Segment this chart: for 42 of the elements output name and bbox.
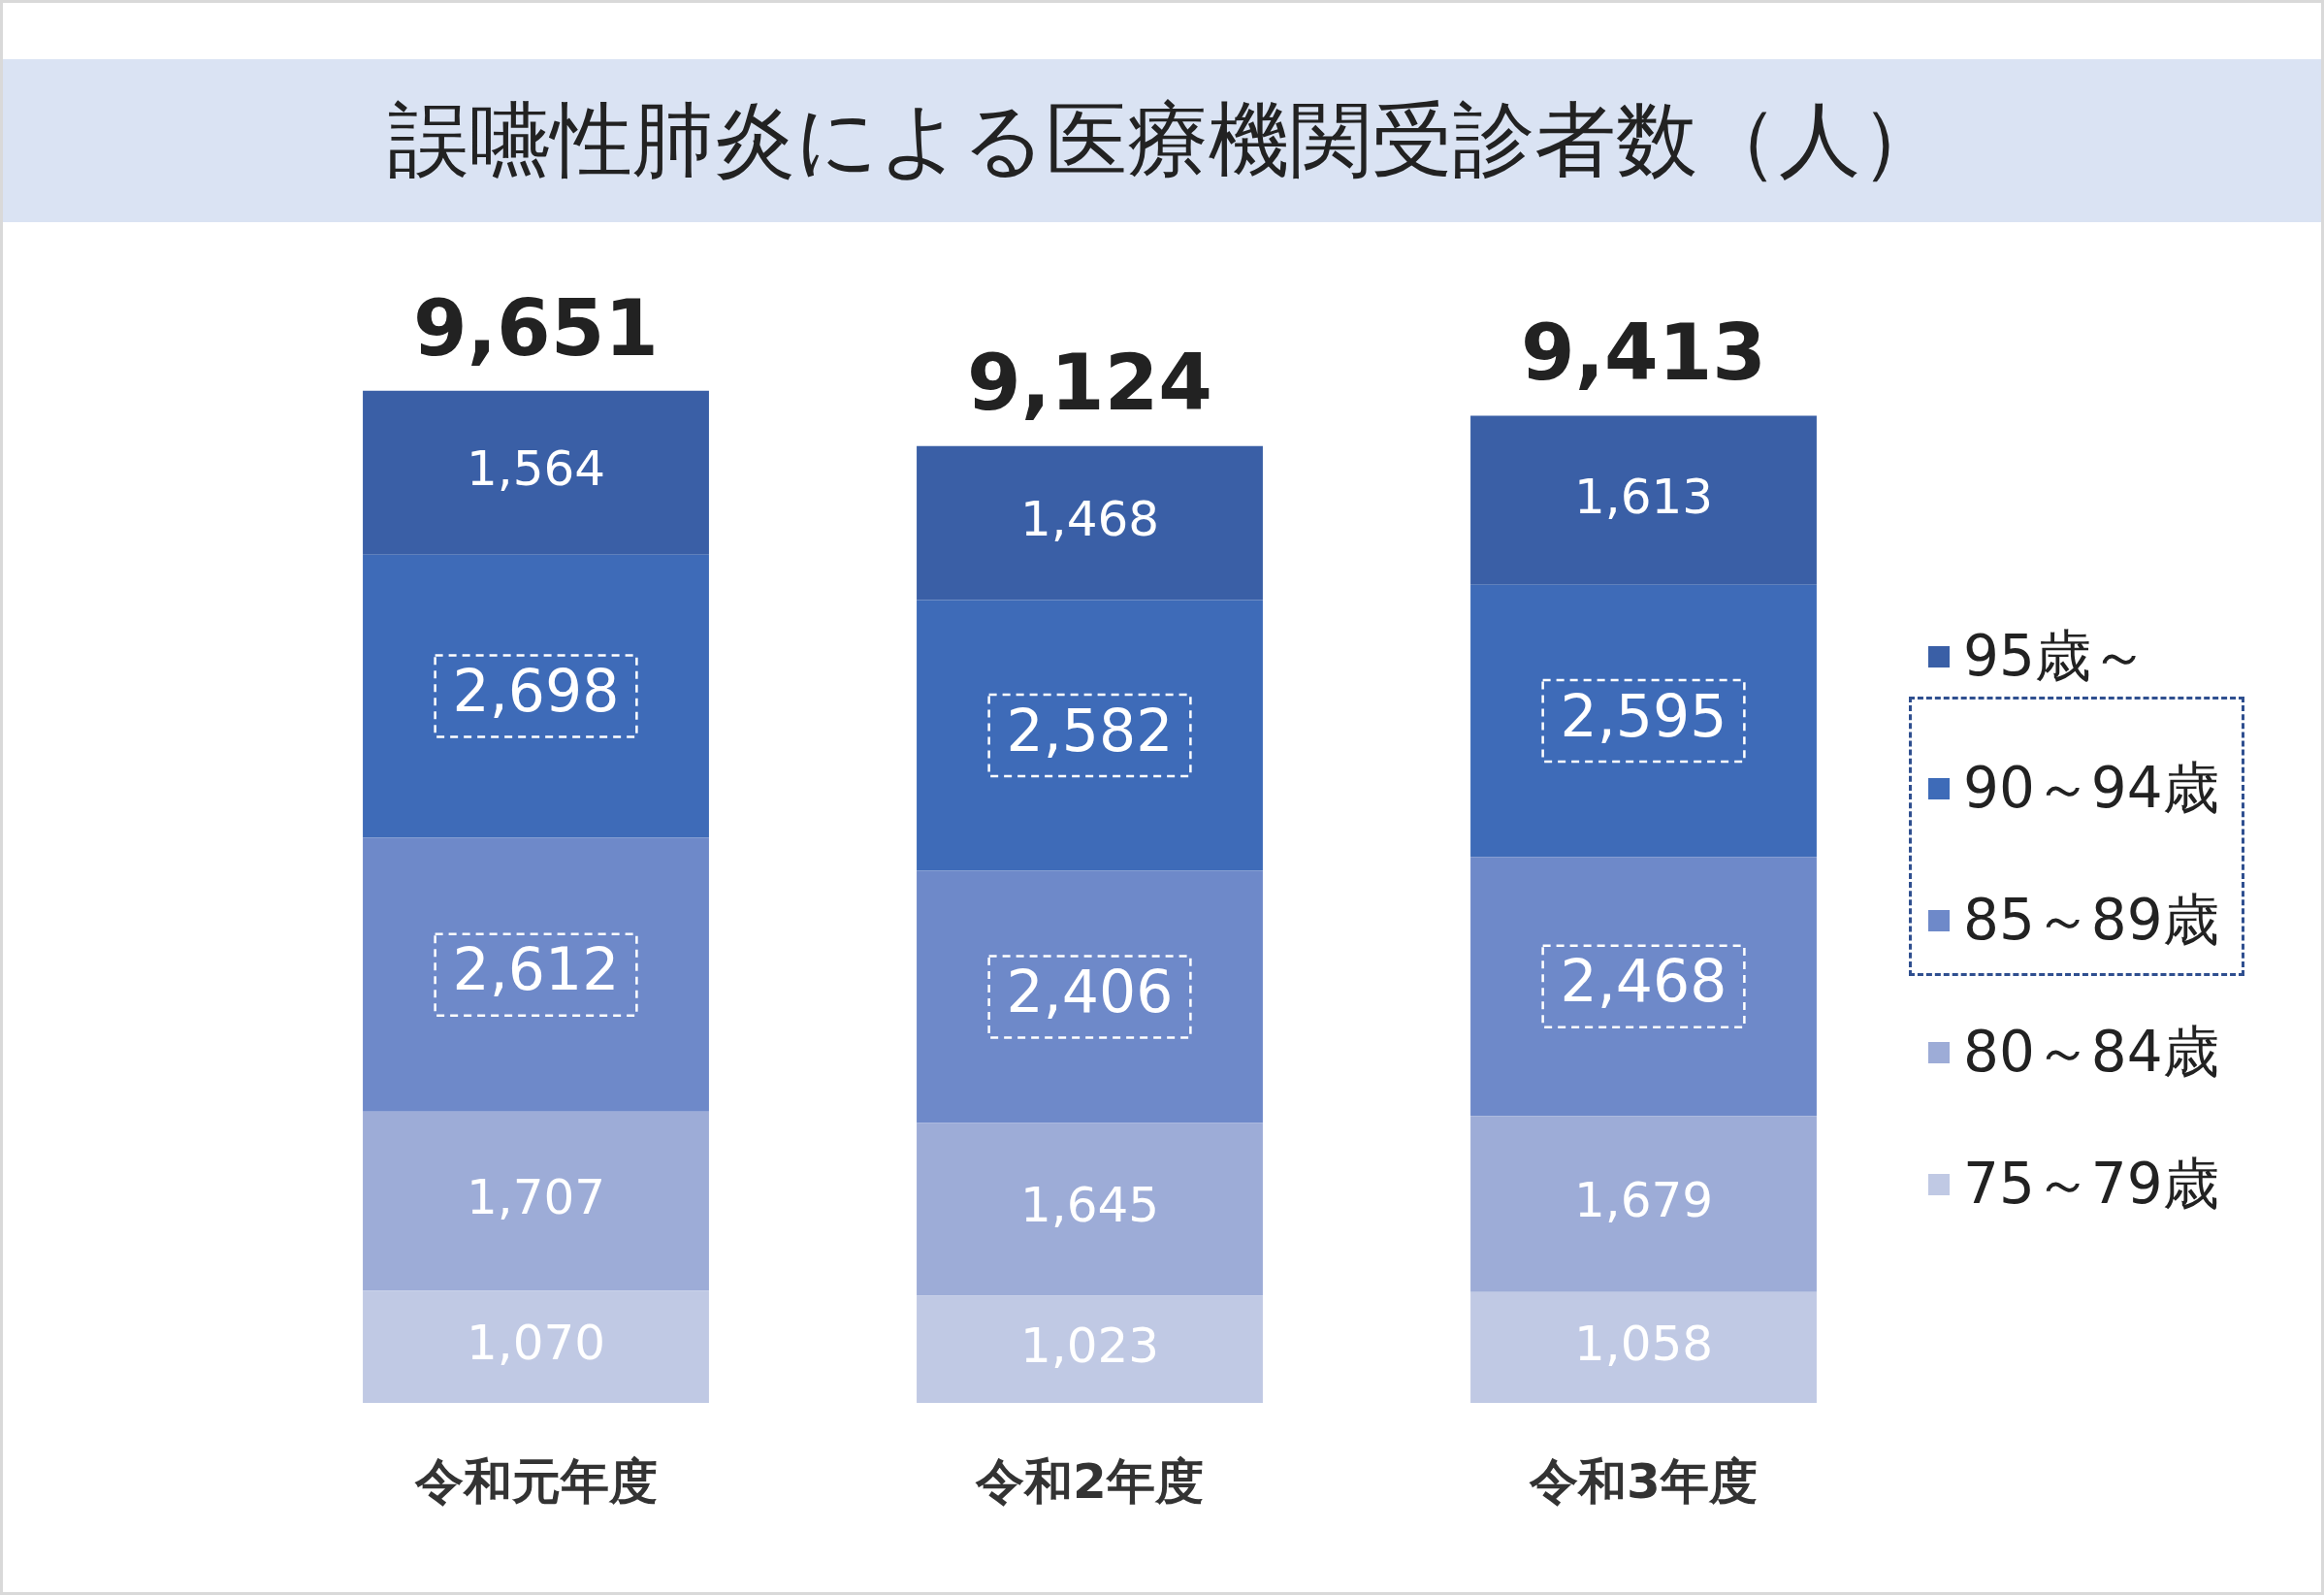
x-tick-label: 令和元年度 xyxy=(413,1452,658,1510)
x-tick-label: 令和3年度 xyxy=(1529,1452,1758,1510)
legend-label: 80～84歳 xyxy=(1963,1018,2219,1087)
data-label: 1,070 xyxy=(466,1315,606,1372)
bar xyxy=(1470,1291,1817,1403)
bar xyxy=(917,1295,1263,1403)
data-label: 1,468 xyxy=(1019,491,1160,548)
bar xyxy=(363,554,709,838)
bar xyxy=(363,837,709,1112)
bar xyxy=(363,390,709,555)
data-label: 2,406 xyxy=(1006,958,1174,1026)
total-label: 9,651 xyxy=(412,282,660,374)
data-label: 1,645 xyxy=(1019,1177,1160,1234)
data-label: 1,613 xyxy=(1573,468,1714,525)
data-label: 2,595 xyxy=(1560,681,1727,750)
x-tick-label: 令和2年度 xyxy=(975,1452,1204,1510)
data-label: 2,612 xyxy=(452,935,620,1004)
bar xyxy=(917,1123,1263,1296)
data-label: 1,707 xyxy=(466,1169,606,1226)
bar xyxy=(363,1290,709,1403)
bar xyxy=(1470,584,1817,858)
data-label: 1,023 xyxy=(1019,1317,1160,1374)
bar xyxy=(917,600,1263,871)
bar xyxy=(1470,1116,1817,1292)
bar xyxy=(1470,857,1817,1117)
total-label: 9,124 xyxy=(966,338,1213,429)
data-label: 2,698 xyxy=(452,657,620,726)
data-label: 1,679 xyxy=(1573,1171,1714,1228)
bar xyxy=(917,445,1263,601)
data-label: 2,582 xyxy=(1006,696,1174,765)
bar xyxy=(917,870,1263,1123)
bar xyxy=(363,1111,709,1291)
chart-title: 誤嚥性肺炎による医療機関受診者数（人） xyxy=(3,59,2324,222)
legend-label: 75～79歳 xyxy=(1963,1150,2219,1219)
data-label: 1,564 xyxy=(466,440,606,498)
data-label: 2,468 xyxy=(1560,947,1727,1016)
legend-label: 85～89歳 xyxy=(1963,886,2219,955)
data-label: 1,058 xyxy=(1573,1315,1714,1372)
legend-label: 90～94歳 xyxy=(1963,754,2219,823)
total-label: 9,413 xyxy=(1520,308,1767,399)
legend-label: 95歳～ xyxy=(1963,622,2147,691)
bar xyxy=(1470,415,1817,585)
